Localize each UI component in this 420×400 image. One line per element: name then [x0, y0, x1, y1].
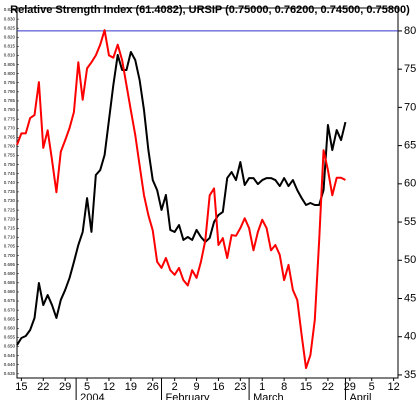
- y2-tick-label: 65: [404, 140, 416, 152]
- x-tick-label: 19: [125, 381, 137, 393]
- y-tick-label: 0.700: [4, 253, 16, 258]
- y2-tick-label: 35: [404, 369, 416, 381]
- y-tick-label: 0.770: [4, 125, 16, 130]
- x-tick-label: 8: [281, 381, 287, 393]
- x-tick-label: 29: [59, 381, 71, 393]
- x-group-label: April: [349, 392, 371, 400]
- y-tick-label: 0.650: [4, 344, 16, 349]
- y-tick-label: 0.725: [4, 207, 16, 212]
- y-tick-label: 0.780: [4, 107, 16, 112]
- y-tick-label: 0.740: [4, 180, 16, 185]
- y2-tick-label: 80: [404, 25, 416, 37]
- y-tick-label: 0.665: [4, 316, 16, 321]
- x-tick-label: 15: [300, 381, 312, 393]
- y-tick-label: 0.800: [4, 71, 16, 76]
- y-tick-label: 0.790: [4, 89, 16, 94]
- y-tick-label: 0.820: [4, 34, 16, 39]
- y-tick-label: 0.730: [4, 198, 16, 203]
- x-tick-label: 22: [322, 381, 334, 393]
- x-group-label: February: [166, 392, 211, 400]
- y-tick-label: 0.715: [4, 225, 16, 230]
- y-tick-label: 0.640: [4, 362, 16, 367]
- x-tick-label: 29: [344, 381, 356, 393]
- y-tick-label: 0.670: [4, 307, 16, 312]
- y-tick-label: 0.690: [4, 271, 16, 276]
- y-tick-label: 0.775: [4, 116, 16, 121]
- series-line: [16, 51, 347, 346]
- y2-tick-label: 40: [404, 331, 416, 343]
- x-group-label: March: [253, 392, 284, 400]
- y-tick-label: 0.765: [4, 135, 16, 140]
- y-tick-label: 0.680: [4, 289, 16, 294]
- x-tick-label: 5: [369, 381, 375, 393]
- y-tick-label: 0.695: [4, 262, 16, 267]
- x-group-label: 2004: [80, 392, 104, 400]
- y-tick-label: 0.795: [4, 80, 16, 85]
- y2-tick-label: 75: [404, 63, 416, 75]
- y-tick-label: 0.660: [4, 326, 16, 331]
- y-tick-label: 0.735: [4, 189, 16, 194]
- x-tick-label: 12: [103, 381, 115, 393]
- y-tick-label: 0.760: [4, 144, 16, 149]
- y2-tick-label: 70: [404, 101, 416, 113]
- y-tick-label: 0.685: [4, 280, 16, 285]
- x-tick-label: 12: [387, 381, 399, 393]
- y-tick-label: 0.710: [4, 235, 16, 240]
- y-tick-label: 0.675: [4, 298, 16, 303]
- x-tick-label: 2: [172, 381, 178, 393]
- y2-tick-label: 50: [404, 254, 416, 266]
- x-tick-label: 23: [234, 381, 246, 393]
- series-line: [16, 29, 346, 370]
- y-tick-label: 0.830: [4, 16, 16, 21]
- y-tick-label: 0.705: [4, 244, 16, 249]
- y2-tick-label: 55: [404, 216, 416, 228]
- y-tick-label: 0.720: [4, 216, 16, 221]
- y-tick-label: 0.810: [4, 53, 16, 58]
- y-tick-label: 0.745: [4, 171, 16, 176]
- y2-tick-label: 45: [404, 292, 416, 304]
- y-tick-label: 0.835: [4, 7, 16, 12]
- y-tick-label: 0.805: [4, 62, 16, 67]
- x-tick-label: 16: [212, 381, 224, 393]
- x-tick-label: 15: [15, 381, 27, 393]
- x-tick-label: 1: [259, 381, 265, 393]
- chart-title: Relative Strength Index (61.4082), URSIP…: [10, 4, 410, 16]
- y-tick-label: 0.825: [4, 25, 16, 30]
- y-tick-label: 0.635: [4, 371, 16, 376]
- y-tick-label: 0.785: [4, 98, 16, 103]
- y-tick-label: 0.645: [4, 353, 16, 358]
- x-tick-label: 26: [147, 381, 159, 393]
- x-tick-label: 22: [37, 381, 49, 393]
- x-tick-label: 5: [84, 381, 90, 393]
- y-tick-label: 0.750: [4, 162, 16, 167]
- y2-tick-label: 60: [404, 178, 416, 190]
- plot-frame: [16, 7, 399, 379]
- y-tick-label: 0.755: [4, 153, 16, 158]
- y-tick-label: 0.815: [4, 44, 16, 49]
- x-tick-label: 9: [193, 381, 199, 393]
- y-tick-label: 0.655: [4, 335, 16, 340]
